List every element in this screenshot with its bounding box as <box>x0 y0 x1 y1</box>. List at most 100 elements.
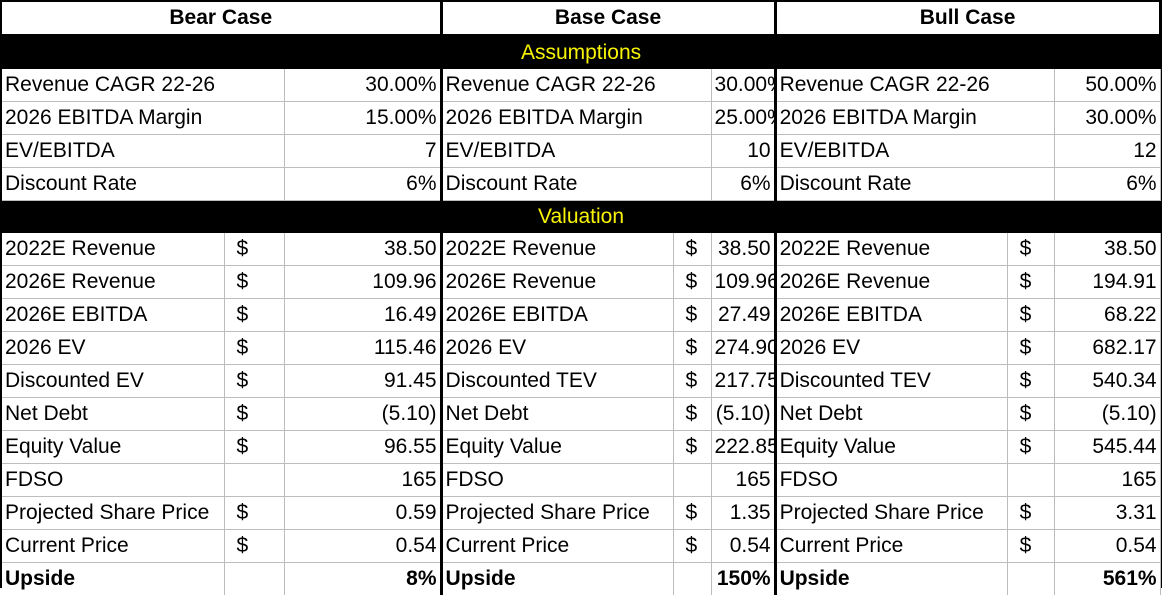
base-currency[interactable]: $ <box>673 398 711 431</box>
base-value[interactable]: 1.35 <box>711 497 775 530</box>
bull-label[interactable]: 2026 EV <box>775 332 1007 365</box>
bear-label[interactable]: Projected Share Price <box>2 497 224 530</box>
base-value[interactable]: 109.96 <box>711 266 775 299</box>
bear-label[interactable]: 2022E Revenue <box>2 233 224 266</box>
base-label[interactable]: Upside <box>441 563 673 595</box>
base-value[interactable]: 274.90 <box>711 332 775 365</box>
base-label[interactable]: 2022E Revenue <box>441 233 673 266</box>
base-value[interactable]: 0.54 <box>711 530 775 563</box>
bull-value[interactable]: 194.91 <box>1054 266 1160 299</box>
bear-currency[interactable]: $ <box>224 497 284 530</box>
base-label[interactable]: Discount Rate <box>441 168 711 201</box>
bear-currency[interactable]: $ <box>224 431 284 464</box>
bear-value[interactable]: (5.10) <box>284 398 441 431</box>
assumptions-title[interactable]: Assumptions <box>2 36 1160 70</box>
bull-currency[interactable] <box>1007 464 1054 497</box>
bear-value[interactable]: 115.46 <box>284 332 441 365</box>
base-currency[interactable]: $ <box>673 332 711 365</box>
bear-currency[interactable]: $ <box>224 365 284 398</box>
base-label[interactable]: FDSO <box>441 464 673 497</box>
bull-currency[interactable]: $ <box>1007 431 1054 464</box>
base-label[interactable]: Revenue CAGR 22-26 <box>441 69 711 102</box>
base-value[interactable]: 222.85 <box>711 431 775 464</box>
base-currency[interactable]: $ <box>673 299 711 332</box>
bear-value[interactable]: 0.54 <box>284 530 441 563</box>
bull-label[interactable]: Discount Rate <box>775 168 1054 201</box>
bull-value[interactable]: 682.17 <box>1054 332 1160 365</box>
bear-value[interactable]: 7 <box>284 135 441 168</box>
base-label[interactable]: Equity Value <box>441 431 673 464</box>
bear-value[interactable]: 91.45 <box>284 365 441 398</box>
bear-value[interactable]: 38.50 <box>284 233 441 266</box>
base-case-header[interactable]: Base Case <box>441 2 775 36</box>
bull-currency[interactable]: $ <box>1007 398 1054 431</box>
bear-value[interactable]: 0.59 <box>284 497 441 530</box>
bear-currency[interactable]: $ <box>224 332 284 365</box>
base-currency[interactable]: $ <box>673 266 711 299</box>
bull-case-header[interactable]: Bull Case <box>775 2 1160 36</box>
bear-label[interactable]: EV/EBITDA <box>2 135 284 168</box>
base-label[interactable]: Discounted TEV <box>441 365 673 398</box>
base-label[interactable]: EV/EBITDA <box>441 135 711 168</box>
bull-value[interactable]: 3.31 <box>1054 497 1160 530</box>
base-value[interactable]: 27.49 <box>711 299 775 332</box>
bear-label[interactable]: Discount Rate <box>2 168 284 201</box>
bull-value[interactable]: 545.44 <box>1054 431 1160 464</box>
bull-label[interactable]: EV/EBITDA <box>775 135 1054 168</box>
bull-currency[interactable]: $ <box>1007 530 1054 563</box>
bull-label[interactable]: Discounted TEV <box>775 365 1007 398</box>
bear-label[interactable]: Discounted EV <box>2 365 224 398</box>
bull-value[interactable]: 540.34 <box>1054 365 1160 398</box>
bull-currency[interactable]: $ <box>1007 233 1054 266</box>
base-label[interactable]: 2026 EV <box>441 332 673 365</box>
bull-value[interactable]: 50.00% <box>1054 69 1160 102</box>
bull-label[interactable]: 2026E EBITDA <box>775 299 1007 332</box>
bull-value[interactable]: 561% <box>1054 563 1160 595</box>
bull-value[interactable]: (5.10) <box>1054 398 1160 431</box>
base-label[interactable]: 2026E Revenue <box>441 266 673 299</box>
bear-label[interactable]: Upside <box>2 563 224 595</box>
base-currency[interactable]: $ <box>673 365 711 398</box>
base-value[interactable]: (5.10) <box>711 398 775 431</box>
bear-currency[interactable]: $ <box>224 233 284 266</box>
base-label[interactable]: Current Price <box>441 530 673 563</box>
bull-value[interactable]: 0.54 <box>1054 530 1160 563</box>
bear-case-header[interactable]: Bear Case <box>2 2 441 36</box>
bear-value[interactable]: 165 <box>284 464 441 497</box>
bull-currency[interactable]: $ <box>1007 299 1054 332</box>
bull-value[interactable]: 30.00% <box>1054 102 1160 135</box>
base-value[interactable]: 217.75 <box>711 365 775 398</box>
base-value[interactable]: 30.00% <box>711 69 775 102</box>
bull-currency[interactable]: $ <box>1007 497 1054 530</box>
bull-currency[interactable] <box>1007 563 1054 595</box>
bull-label[interactable]: Current Price <box>775 530 1007 563</box>
base-label[interactable]: Net Debt <box>441 398 673 431</box>
base-value[interactable]: 150% <box>711 563 775 595</box>
bull-value[interactable]: 6% <box>1054 168 1160 201</box>
bull-value[interactable]: 38.50 <box>1054 233 1160 266</box>
bull-currency[interactable]: $ <box>1007 332 1054 365</box>
base-value[interactable]: 10 <box>711 135 775 168</box>
bear-label[interactable]: FDSO <box>2 464 224 497</box>
base-label[interactable]: 2026 EBITDA Margin <box>441 102 711 135</box>
base-currency[interactable]: $ <box>673 497 711 530</box>
bear-currency[interactable] <box>224 563 284 595</box>
bull-label[interactable]: 2026E Revenue <box>775 266 1007 299</box>
base-currency[interactable] <box>673 563 711 595</box>
bear-label[interactable]: 2026E EBITDA <box>2 299 224 332</box>
bear-value[interactable]: 96.55 <box>284 431 441 464</box>
bull-label[interactable]: 2022E Revenue <box>775 233 1007 266</box>
bull-label[interactable]: Equity Value <box>775 431 1007 464</box>
bear-value[interactable]: 30.00% <box>284 69 441 102</box>
base-label[interactable]: Projected Share Price <box>441 497 673 530</box>
bull-label[interactable]: 2026 EBITDA Margin <box>775 102 1054 135</box>
bull-currency[interactable]: $ <box>1007 266 1054 299</box>
bear-currency[interactable] <box>224 464 284 497</box>
bull-label[interactable]: Upside <box>775 563 1007 595</box>
base-currency[interactable]: $ <box>673 530 711 563</box>
base-value[interactable]: 6% <box>711 168 775 201</box>
valuation-title[interactable]: Valuation <box>2 201 1160 234</box>
bear-value[interactable]: 8% <box>284 563 441 595</box>
bear-label[interactable]: Net Debt <box>2 398 224 431</box>
bear-label[interactable]: 2026 EV <box>2 332 224 365</box>
